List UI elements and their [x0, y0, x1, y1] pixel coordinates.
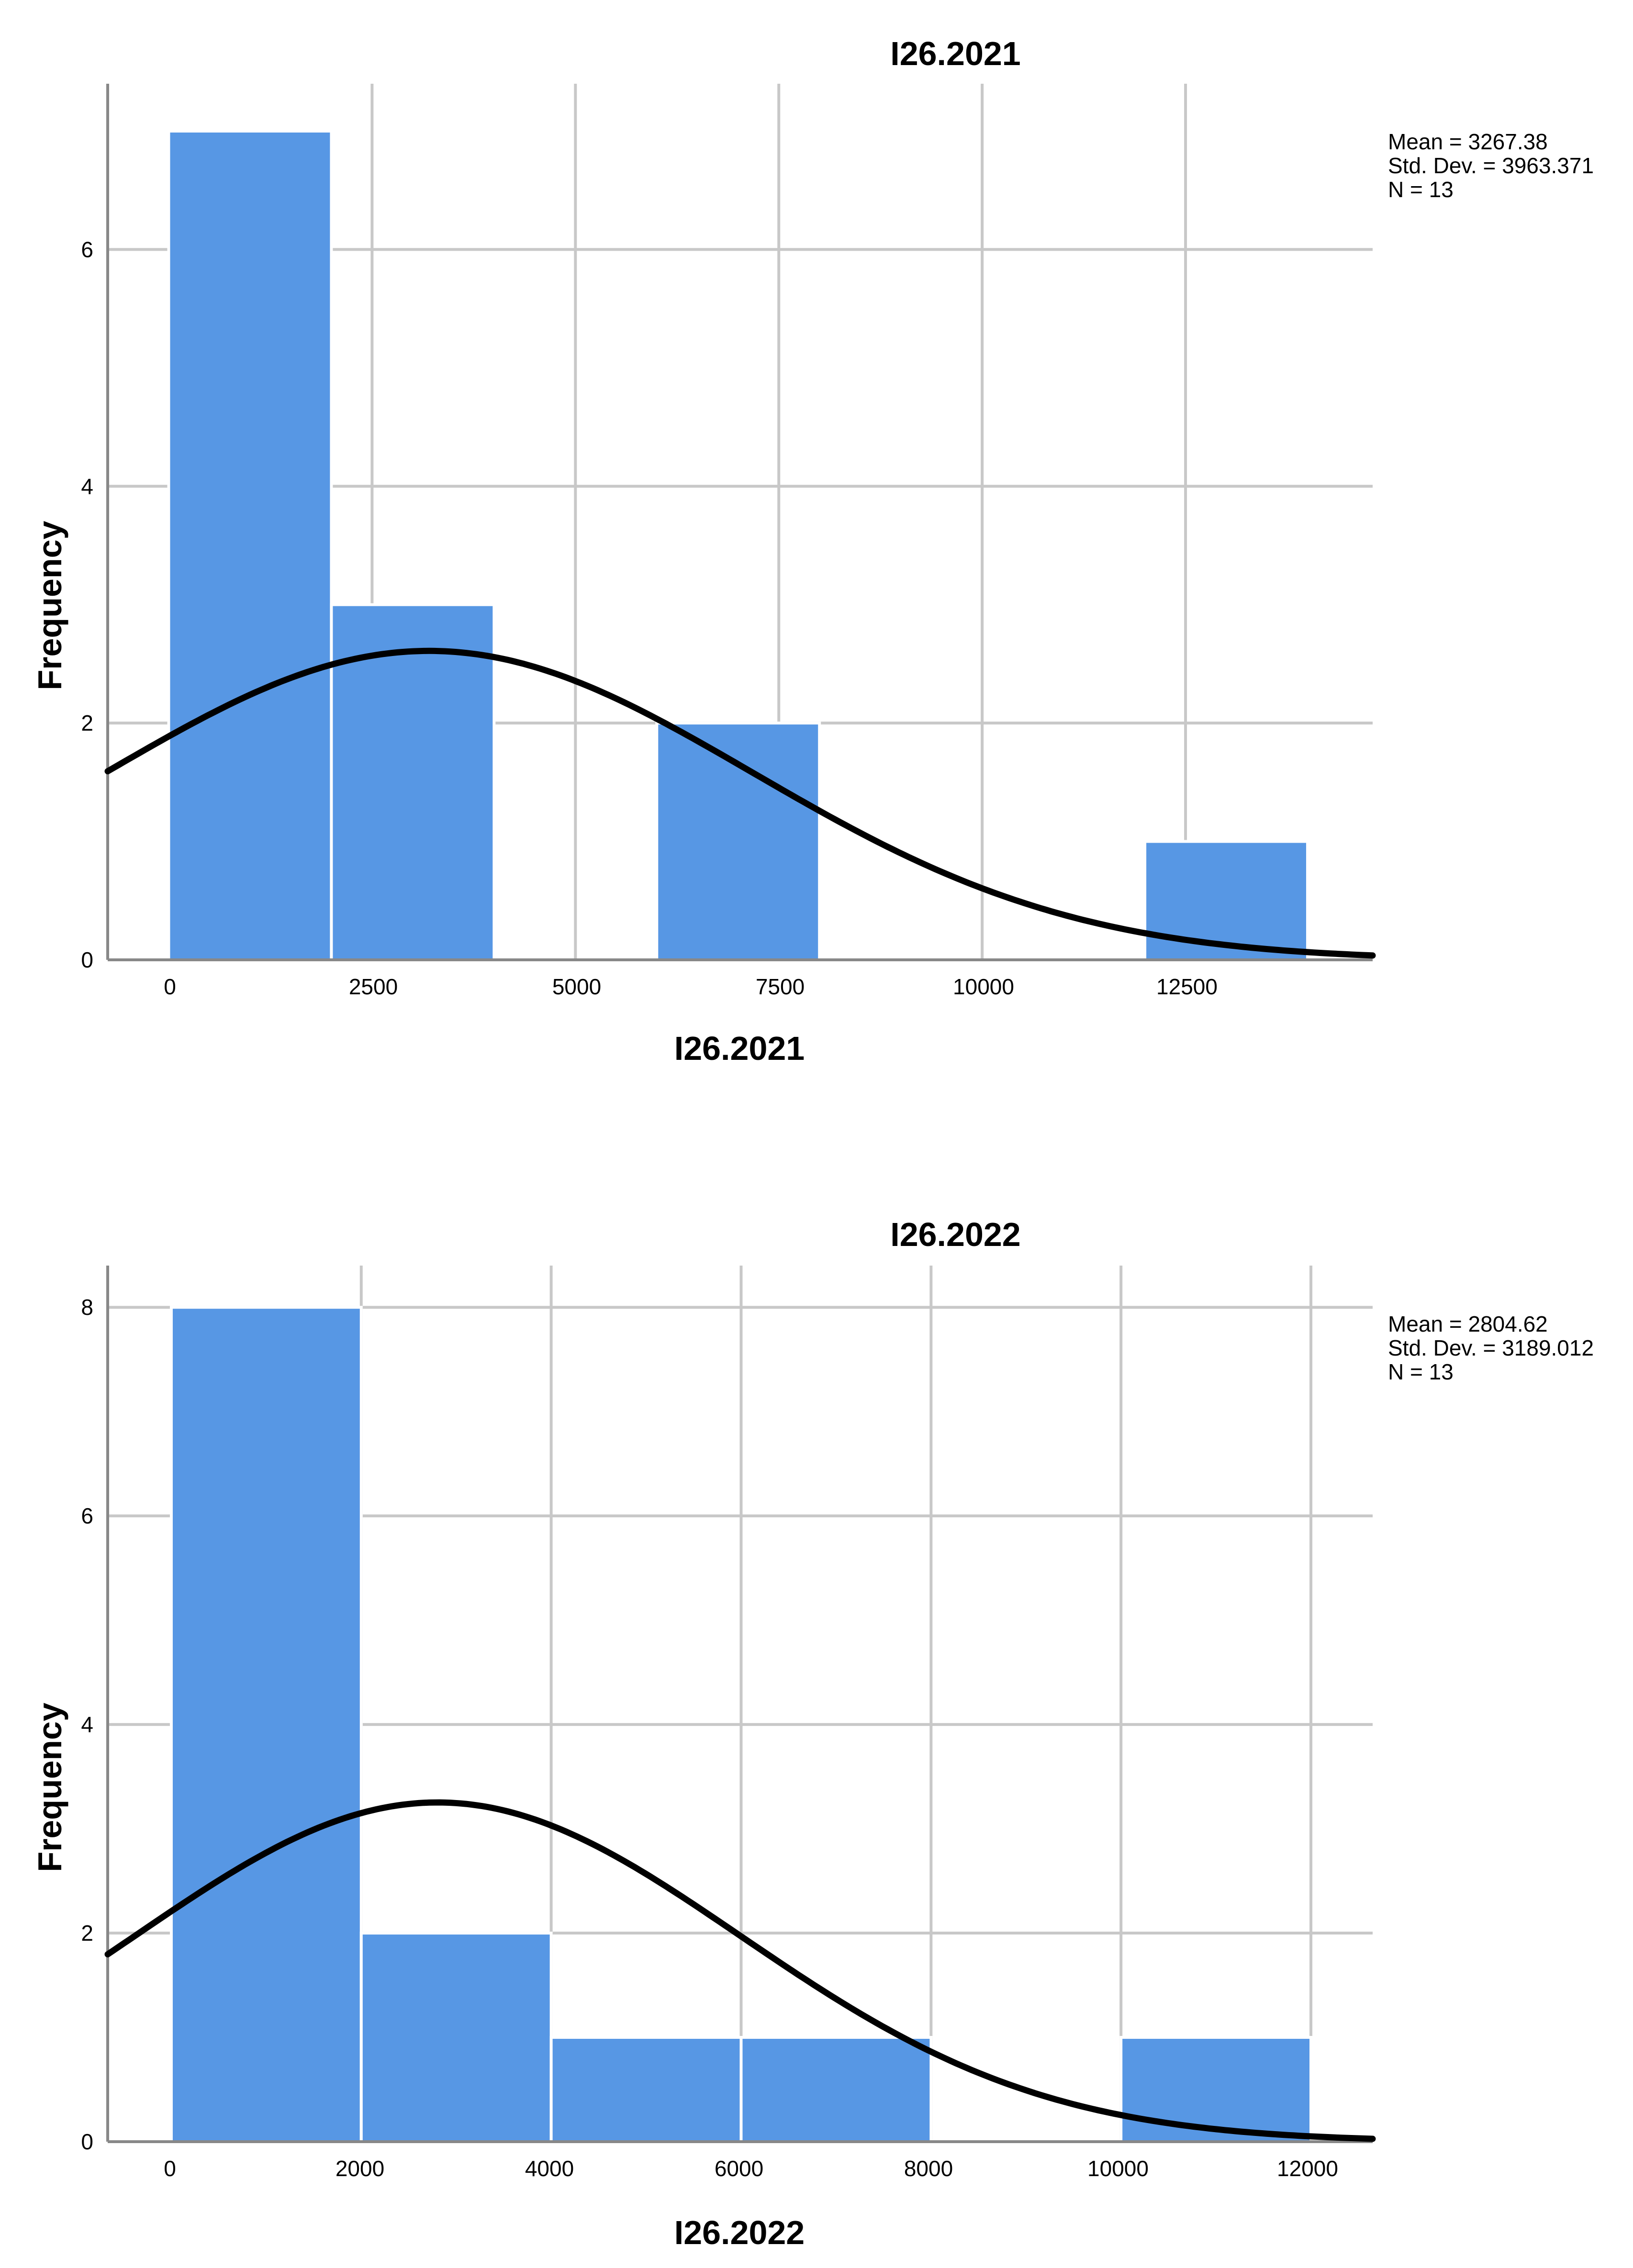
normal-distribution-curve — [104, 647, 1376, 959]
x-axis-label: I26.2022 — [674, 2214, 805, 2251]
stats-line: Mean = 3267.38 — [1388, 129, 1548, 154]
histogram-bar — [1119, 2036, 1313, 2144]
histogram-bar — [739, 2036, 933, 2144]
x-tick-label: 10000 — [1087, 2156, 1149, 2181]
stats-line: N = 13 — [1388, 1359, 1454, 1384]
chart-title: I26.2022 — [890, 1216, 1020, 1253]
histogram-chart-2: 0 2 4 6 8 0 2000 4000 6000 8000 10000 12000 I26.2022… — [31, 1216, 1594, 2251]
stats-line: N = 13 — [1388, 177, 1454, 202]
y-tick-label: 2 — [81, 711, 93, 735]
y-tick-label: 0 — [81, 2129, 93, 2154]
stats-line: Mean = 2804.62 — [1388, 1312, 1548, 1336]
histogram-bar — [167, 129, 333, 961]
x-tick-label: 12500 — [1156, 974, 1218, 999]
x-tick-label: 5000 — [552, 974, 601, 999]
chart-title: I26.2021 — [890, 35, 1020, 72]
x-tick-label: 2000 — [336, 2156, 384, 2181]
y-axis-label: Frequency — [31, 1702, 68, 1872]
y-tick-label: 8 — [81, 1295, 93, 1320]
x-tick-label: 6000 — [715, 2156, 763, 2181]
x-tick-label: 0 — [164, 2156, 176, 2181]
y-axis-label: Frequency — [31, 521, 68, 690]
x-tick-label: 10000 — [953, 974, 1014, 999]
y-tick-label: 4 — [81, 474, 93, 499]
y-tick-label: 0 — [81, 947, 93, 972]
y-tick-label: 6 — [81, 237, 93, 262]
y-tick-label: 4 — [81, 1712, 93, 1737]
y-tick-label: 2 — [81, 1921, 93, 1946]
x-tick-label: 7500 — [756, 974, 805, 999]
histogram-bar — [655, 722, 821, 961]
x-tick-label: 2500 — [349, 974, 398, 999]
normal-distribution-curve — [104, 1799, 1376, 2142]
histogram-bar — [549, 2036, 743, 2144]
histogram-bar — [169, 1306, 363, 2143]
x-tick-label: 4000 — [525, 2156, 574, 2181]
histogram-bar — [330, 603, 496, 962]
x-axis-label: I26.2021 — [674, 1030, 805, 1067]
stats-line: Std. Dev. = 3189.012 — [1388, 1335, 1594, 1360]
x-tick-label: 8000 — [904, 2156, 953, 2181]
x-tick-label: 0 — [164, 974, 176, 999]
x-tick-label: 12000 — [1277, 2156, 1338, 2181]
y-tick-label: 6 — [81, 1503, 93, 1528]
histogram-bar — [359, 1932, 553, 2143]
histogram-chart-1: 0 2 4 6 0 2500 5000 7500 10000 12500 I26.2021 I26.2… — [31, 35, 1594, 1067]
stats-line: Std. Dev. = 3963.371 — [1388, 153, 1594, 178]
